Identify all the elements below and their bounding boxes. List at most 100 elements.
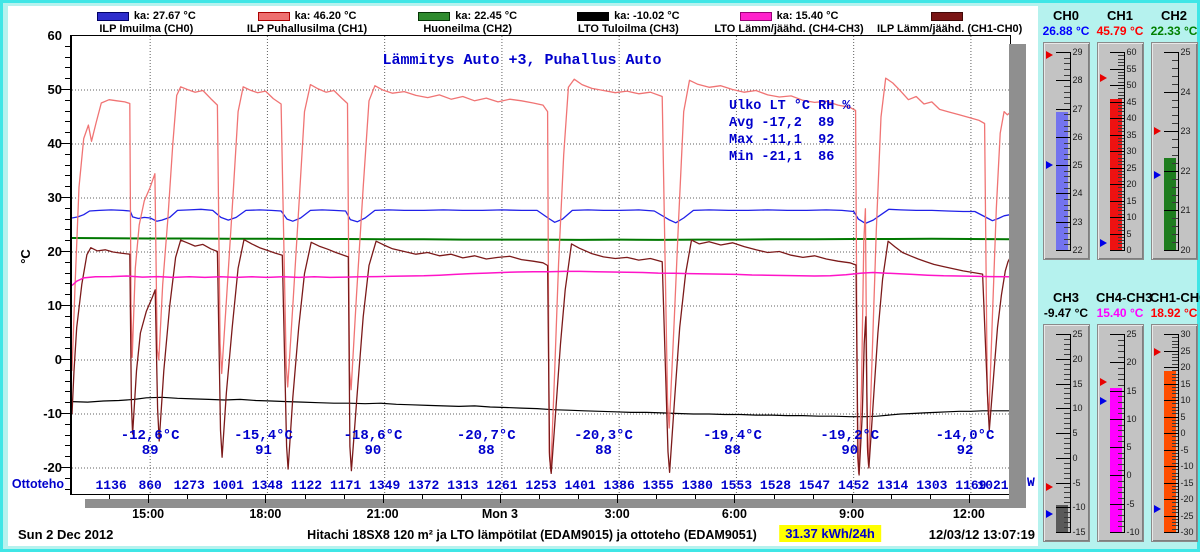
gauge-tick: [1171, 59, 1178, 61]
gauge-tick-label: 30: [1126, 146, 1137, 156]
gauge-ch3: CH3 -9.47 °C -15 -10 -5 0 5 10 15 20 25: [1042, 290, 1090, 542]
gauge-tick: [1063, 388, 1070, 390]
ottoteho-value: 1401: [564, 478, 596, 493]
gauge-tick: [1063, 393, 1070, 395]
y-axis-tick: [65, 402, 70, 404]
gauge-tick-label: 25: [1126, 329, 1137, 339]
gauge-tick: [1063, 74, 1070, 76]
outdoor-temp-value: -20,7°C: [456, 428, 516, 444]
gauge-tick: [1163, 52, 1178, 53]
gauge-tick: [1163, 499, 1178, 500]
y-tick-label: 50: [47, 82, 62, 97]
gauge-tick: [1171, 413, 1178, 415]
gauge-body: 22 23 24 25 26 27 28 29: [1042, 42, 1090, 260]
gauge-tick: [1171, 234, 1178, 236]
legend-average-value: ka: 27.67 °C: [133, 10, 196, 22]
gauge-bar: [1055, 111, 1068, 250]
y-tick-label: 0: [54, 352, 62, 367]
legend-item: ka: 15.40 °C LTO Lämm/jäähd. (CH4-CH3): [709, 9, 870, 36]
gauge-tick: [1117, 127, 1124, 129]
gauge-current-value: 22.33 °C: [1150, 24, 1198, 38]
hour-tick: [460, 494, 462, 499]
gauge-tick: [1171, 479, 1178, 481]
gauge-tick: [1109, 167, 1124, 169]
gauge-tick-label: 29: [1072, 47, 1083, 57]
ottoteho-value: 1528: [759, 478, 792, 493]
gauge-tick: [1117, 226, 1124, 228]
gauge-tick: [1109, 334, 1124, 335]
ottoteho-value: 1314: [877, 478, 909, 493]
gauge-tick: [1171, 380, 1178, 382]
gauge-tick-label: 23: [1180, 126, 1191, 137]
gauge-tick: [1117, 379, 1124, 381]
gauge-tick-label: 10: [1126, 413, 1137, 424]
gauge-tick: [1163, 532, 1178, 533]
gauge-tick: [1163, 482, 1178, 484]
gauge-tick: [1163, 91, 1178, 93]
gauge-tick: [1163, 170, 1178, 172]
hour-tick: [109, 494, 111, 499]
gauge-tick: [1055, 193, 1070, 195]
gauge-tick: [1063, 182, 1070, 184]
legend-item-top: ka: -10.02 °C: [577, 9, 680, 23]
gauge-tick: [1171, 139, 1178, 141]
gauge-tick: [1171, 489, 1178, 491]
plot-area: Lämmitys Auto +3, Puhallus Auto Ulko LT …: [70, 35, 1011, 495]
gauge-tick: [1117, 220, 1124, 222]
gauge-tick-label: 15: [1180, 378, 1191, 389]
gauge-tick: [1171, 512, 1178, 514]
gauge-tick: [1171, 202, 1178, 204]
ottoteho-value: 1136: [95, 478, 127, 493]
gauge-tick: [1163, 350, 1178, 352]
gauge-tick: [1063, 159, 1070, 161]
outdoor-rh-value: 88: [595, 443, 612, 459]
gauge-tick: [1117, 350, 1124, 352]
y-axis-tick: [65, 132, 70, 134]
y-axis-tick: [65, 315, 70, 317]
gauge-tick: [1109, 532, 1124, 533]
outdoor-stats-block: Ulko LT °C RH % Avg -17,2 89 Max -11,1 92 M…: [729, 98, 851, 166]
gauge-tick-label: 15: [1072, 378, 1083, 389]
y-axis-tick: [65, 326, 70, 328]
gauge-tick: [1055, 482, 1070, 484]
hour-tick: [851, 494, 853, 503]
y-axis-tick: [65, 391, 70, 393]
gauge-tick: [1171, 508, 1178, 510]
gauge-tick: [1117, 481, 1124, 483]
gauge-tick: [1063, 462, 1070, 464]
hour-tick: [929, 494, 931, 499]
hour-tick: [812, 494, 814, 499]
gauge-tick-label: 35: [1126, 129, 1137, 140]
gauge-tick: [1117, 177, 1124, 179]
gauge-tick: [1163, 334, 1178, 335]
gauge-tick: [1063, 348, 1070, 350]
gauge-scale-spine: [1069, 52, 1071, 251]
ottoteho-value: 1349: [369, 478, 401, 493]
outdoor-temp-label: -19,4°C 88: [703, 429, 762, 459]
ottoteho-value: 1273: [173, 478, 205, 493]
gauge-tick-label: 23: [1072, 216, 1083, 227]
gauge-tick: [1109, 118, 1124, 119]
ottoteho-value: 1386: [603, 478, 635, 493]
gauge-tick-label: 5: [1180, 411, 1186, 422]
gauge-tick: [1055, 334, 1070, 335]
gauge-tick: [1063, 125, 1070, 127]
gauge-tick: [1171, 226, 1178, 228]
legend-average-value: ka: 46.20 °C: [294, 10, 357, 22]
legend-average-value: ka: 22.45 °C: [455, 10, 518, 22]
y-axis-tick: [65, 78, 70, 80]
gauge-tick: [1109, 200, 1124, 202]
y-axis-tick: [65, 294, 70, 296]
gauge-tick: [1171, 353, 1178, 355]
gauge-channel-name: CH1-CH0: [1150, 290, 1200, 305]
gauge-tick-label: 40: [1126, 113, 1137, 123]
gauge-tick-label: 25: [1126, 162, 1137, 173]
y-axis-tick: [61, 143, 70, 144]
time-label: 15:00: [132, 507, 165, 521]
gauge-tick: [1171, 154, 1178, 156]
gauge-tick: [1171, 162, 1178, 164]
gauge-tick: [1117, 187, 1124, 189]
ottoteho-value: 1021: [977, 478, 1009, 493]
gauge-tick: [1171, 518, 1178, 520]
